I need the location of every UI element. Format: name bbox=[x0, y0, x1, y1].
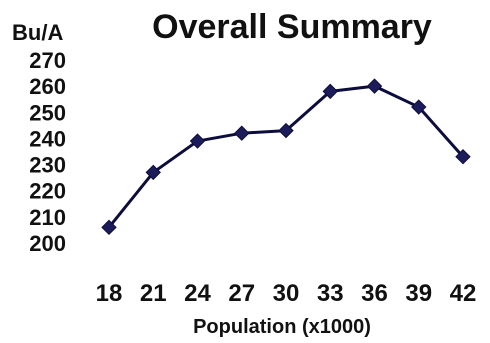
data-point-marker bbox=[101, 219, 117, 236]
y-tick-label: 230 bbox=[29, 153, 66, 178]
y-tick-label: 240 bbox=[29, 126, 66, 151]
data-point-marker bbox=[455, 149, 471, 165]
data-point-marker bbox=[411, 99, 427, 115]
data-point-marker bbox=[322, 83, 338, 100]
x-tick-label: 30 bbox=[273, 280, 300, 307]
x-tick-label: 36 bbox=[361, 280, 388, 307]
chart-title: Overall Summary bbox=[152, 8, 432, 46]
data-point-marker bbox=[278, 122, 294, 139]
data-point-marker bbox=[234, 125, 250, 141]
x-tick-labels: 18 21 24 27 30 33 36 39 42 bbox=[96, 280, 477, 307]
y-axis-label: Bu/A bbox=[12, 20, 63, 45]
x-tick-label: 42 bbox=[450, 280, 477, 307]
x-tick-label: 39 bbox=[405, 280, 432, 307]
x-tick-label: 21 bbox=[140, 280, 167, 307]
y-tick-label: 210 bbox=[29, 205, 66, 230]
x-axis-label: Population (x1000) bbox=[193, 316, 371, 338]
y-tick-label: 200 bbox=[29, 231, 66, 256]
data-point-marker bbox=[366, 78, 383, 94]
y-tick-label: 270 bbox=[29, 48, 66, 73]
x-tick-label: 18 bbox=[96, 280, 123, 307]
x-tick-label: 24 bbox=[184, 280, 211, 307]
y-tick-label: 250 bbox=[29, 100, 66, 125]
y-tick-label: 260 bbox=[29, 74, 66, 99]
data-point-marker bbox=[189, 133, 206, 149]
data-point-marker bbox=[145, 164, 161, 181]
x-tick-label: 27 bbox=[228, 280, 255, 307]
series-line bbox=[107, 84, 465, 229]
y-tick-label: 220 bbox=[29, 179, 66, 204]
x-tick-label: 33 bbox=[317, 280, 344, 307]
data-markers bbox=[101, 78, 471, 236]
series-line-group bbox=[107, 84, 465, 229]
